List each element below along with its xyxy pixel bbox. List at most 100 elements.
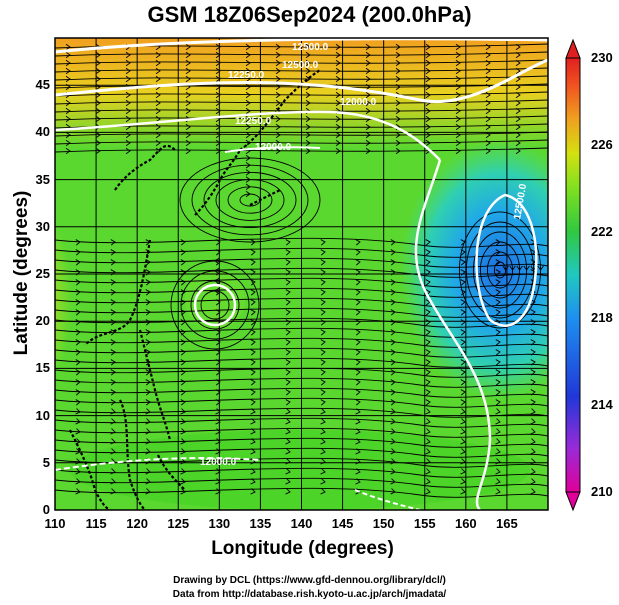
x-tick-label: 135	[249, 516, 272, 531]
stream-arrow	[425, 369, 431, 376]
streamline	[55, 357, 548, 368]
streamline	[55, 417, 548, 428]
stream-arrow	[390, 359, 396, 366]
stream-arrow	[215, 399, 221, 406]
stream-arrow	[110, 249, 116, 256]
stream-arrow	[305, 131, 311, 139]
stream-arrow	[180, 389, 186, 396]
stream-arrow	[395, 139, 401, 147]
stream-arrow	[425, 319, 431, 326]
stream-arrow	[320, 468, 326, 475]
stream-arrow	[145, 468, 151, 475]
stream-arrow	[215, 349, 221, 356]
stream-arrow	[320, 448, 326, 455]
stream-arrow	[215, 418, 221, 425]
contour-line	[224, 146, 321, 153]
stream-arrow	[215, 379, 221, 386]
stream-arrow	[455, 51, 461, 59]
stream-arrow	[455, 99, 461, 107]
stream-arrow	[110, 339, 116, 346]
stream-arrow	[485, 91, 491, 99]
stream-arrow	[530, 299, 536, 306]
stream-arrow	[515, 115, 521, 123]
stream-arrow	[395, 147, 401, 155]
stream-arrow	[425, 428, 431, 435]
streamline	[55, 467, 548, 478]
stream-arrow	[75, 418, 81, 425]
stream-arrow	[460, 289, 466, 296]
stream-arrow	[390, 418, 396, 425]
stream-arrow	[305, 147, 311, 155]
stream-arrow	[145, 299, 151, 306]
stream-arrow	[305, 43, 311, 51]
stream-arrow	[390, 448, 396, 455]
stream-arrow	[155, 123, 161, 131]
stream-arrow	[425, 309, 431, 316]
stream-arrow	[215, 329, 221, 336]
streamline	[55, 347, 548, 358]
stream-arrow	[75, 389, 81, 396]
stream-arrow	[125, 99, 131, 107]
stream-arrow	[485, 115, 491, 123]
stream-arrow	[335, 123, 341, 131]
stream-arrow	[390, 399, 396, 406]
stream-arrow	[110, 239, 116, 246]
stream-arrow	[145, 289, 151, 296]
stream-arrow	[390, 279, 396, 286]
stream-arrow	[460, 339, 466, 346]
stream-arrow	[285, 329, 291, 336]
stream-arrow	[355, 458, 361, 465]
stream-arrow	[75, 239, 81, 246]
stream-arrow	[355, 349, 361, 356]
stream-arrow	[355, 319, 361, 326]
north-high-shading	[210, 38, 510, 83]
stream-arrow	[65, 131, 71, 139]
stream-arrow	[180, 418, 186, 425]
stream-arrow	[155, 51, 161, 59]
contour-label: 12000.0	[340, 97, 377, 108]
stream-arrow	[320, 488, 326, 495]
stream-arrow	[355, 289, 361, 296]
stream-arrow	[155, 99, 161, 107]
stream-arrow	[214, 267, 220, 275]
stream-arrow	[425, 359, 431, 366]
stream-arrow	[245, 190, 251, 198]
stream-arrow	[390, 488, 396, 495]
contour-label: 12000.0	[255, 142, 292, 153]
stream-arrow	[320, 329, 326, 336]
stream-arrow	[145, 309, 151, 316]
stream-arrow	[365, 67, 371, 75]
x-tick-label: 115	[85, 516, 107, 531]
stream-arrow	[180, 408, 186, 415]
streamline	[55, 287, 548, 298]
stream-arrow	[95, 75, 101, 83]
stream-arrow	[390, 309, 396, 316]
stream-arrow	[320, 339, 326, 346]
stream-arrow	[355, 389, 361, 396]
stream-arrow	[509, 265, 516, 271]
stream-arrow	[320, 289, 326, 296]
stream-arrow	[390, 259, 396, 266]
stream-arrow	[110, 448, 116, 455]
stream-arrow	[145, 488, 151, 495]
stream-arrow	[110, 289, 116, 296]
stream-arrow	[155, 75, 161, 83]
stream-arrow	[320, 249, 326, 256]
streamline	[55, 277, 548, 288]
stream-arrow	[495, 339, 501, 346]
stream-arrow	[245, 99, 251, 107]
coastline-segment	[114, 144, 176, 191]
stream-arrow	[305, 123, 311, 131]
stream-arrow	[355, 438, 361, 445]
stream-arrow	[320, 399, 326, 406]
stream-arrow	[460, 319, 466, 326]
stream-arrow	[250, 418, 256, 425]
stream-arrow	[460, 329, 466, 336]
stream-arrow	[285, 408, 291, 415]
stream-arrow	[285, 259, 291, 266]
stream-arrow	[460, 408, 466, 415]
stream-arrow	[145, 319, 151, 326]
stream-arrow	[460, 428, 466, 435]
y-tick-label: 15	[35, 360, 50, 376]
